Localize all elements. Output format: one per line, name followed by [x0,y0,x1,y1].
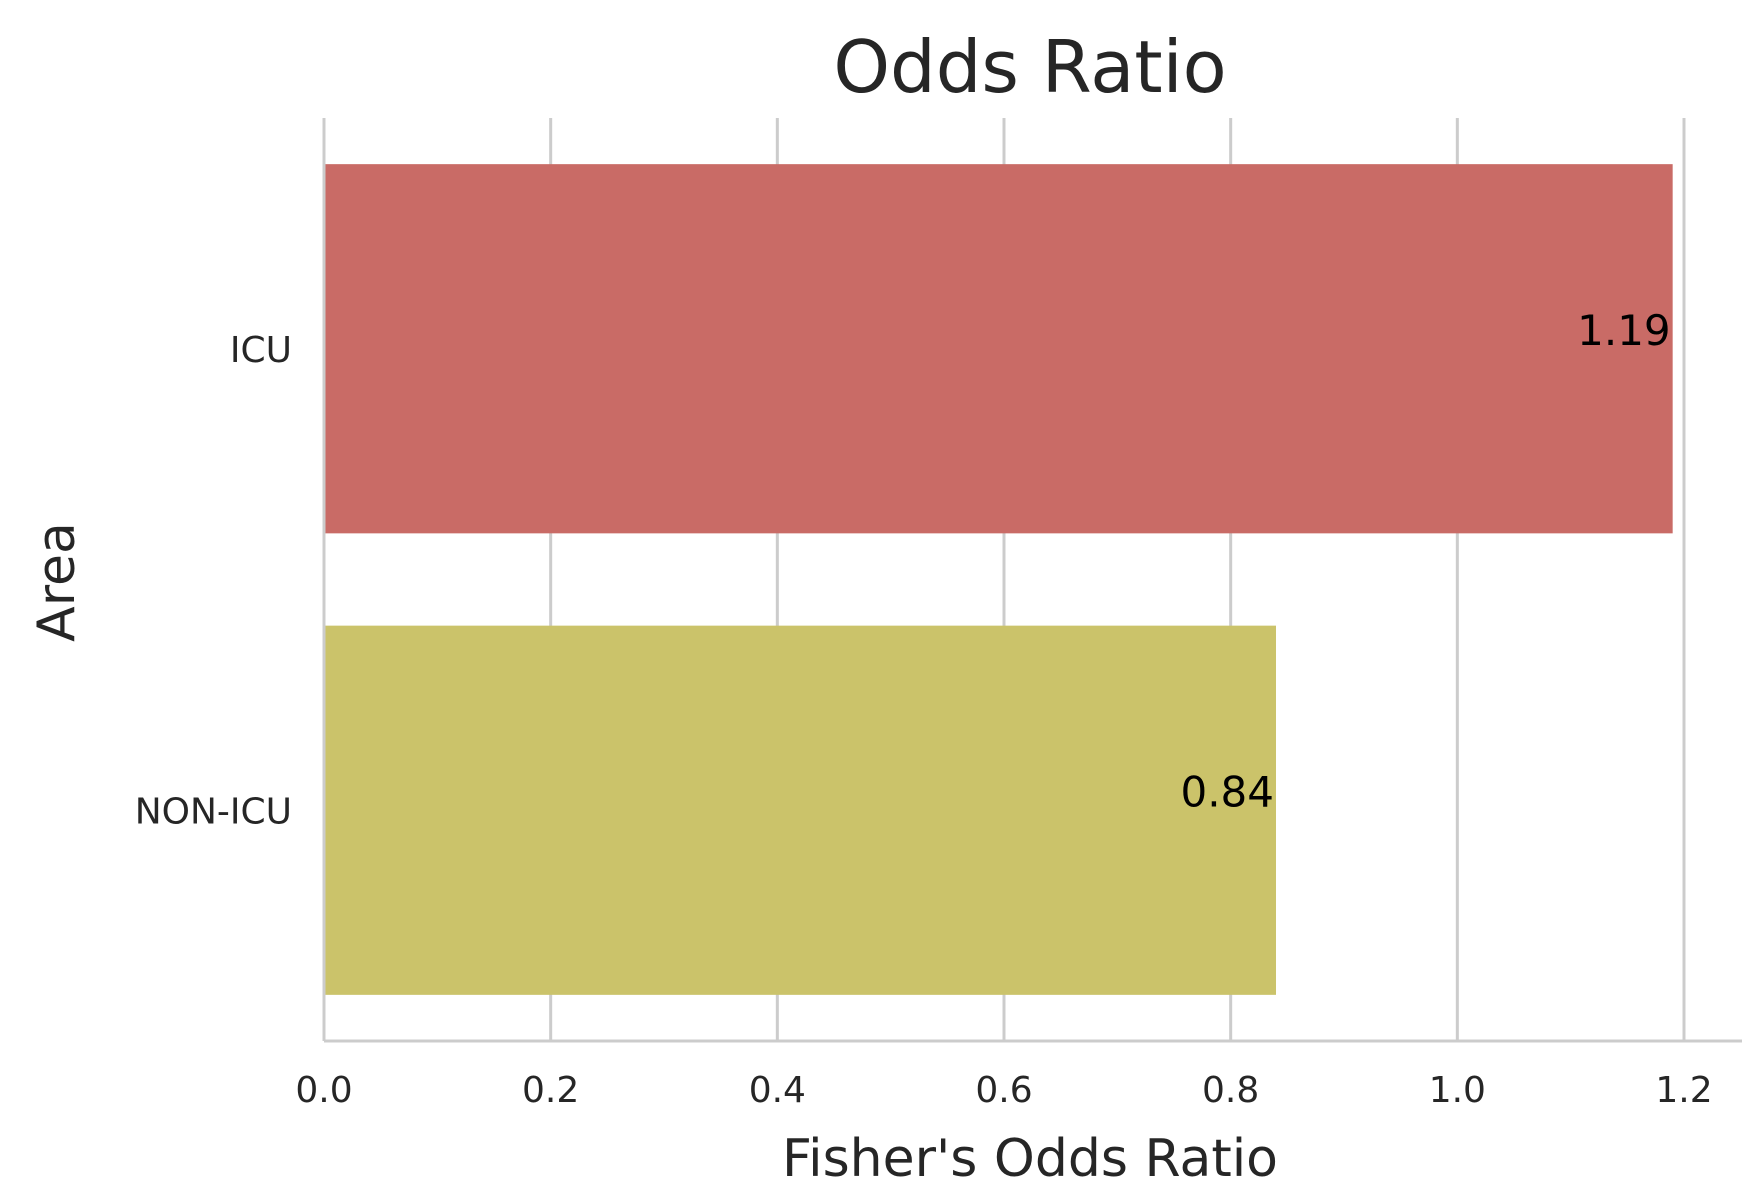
chart-title: Odds Ratio [833,25,1226,109]
bar-icu [324,164,1673,534]
value-label-non-icu: 0.84 [1180,767,1274,816]
bar-value-labels: 1.19 0.84 [1180,306,1670,817]
x-tick-label-3: 0.6 [975,1070,1032,1111]
bar-non-icu [324,625,1276,995]
x-tick-label-5: 1.0 [1429,1070,1486,1111]
category-label-icu: ICU [230,330,292,371]
value-label-icu: 1.19 [1577,306,1671,355]
x-tick-label-0: 0.0 [295,1070,352,1111]
x-tick-label-4: 0.8 [1202,1070,1259,1111]
x-tick-label-1: 0.2 [522,1070,579,1111]
category-label-non-icu: NON-ICU [135,791,292,832]
x-tick-label-2: 0.4 [749,1070,806,1111]
y-category-labels: ICU NON-ICU [135,330,292,833]
x-tick-labels: 0.0 0.2 0.4 0.6 0.8 1.0 1.2 [295,1070,1712,1111]
bars [324,164,1673,995]
y-axis-label: Area [27,522,87,642]
x-tick-label-6: 1.2 [1655,1070,1712,1111]
axis-spines [322,118,1742,1043]
x-axis-label: Fisher's Odds Ratio [782,1129,1278,1189]
